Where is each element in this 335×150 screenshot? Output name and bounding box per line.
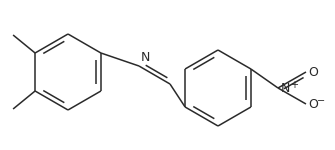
Text: O: O [308,99,318,111]
Text: O: O [308,66,318,78]
Text: N: N [141,51,150,64]
Text: −: − [317,96,325,106]
Text: +: + [290,80,298,90]
Text: N: N [281,82,290,96]
